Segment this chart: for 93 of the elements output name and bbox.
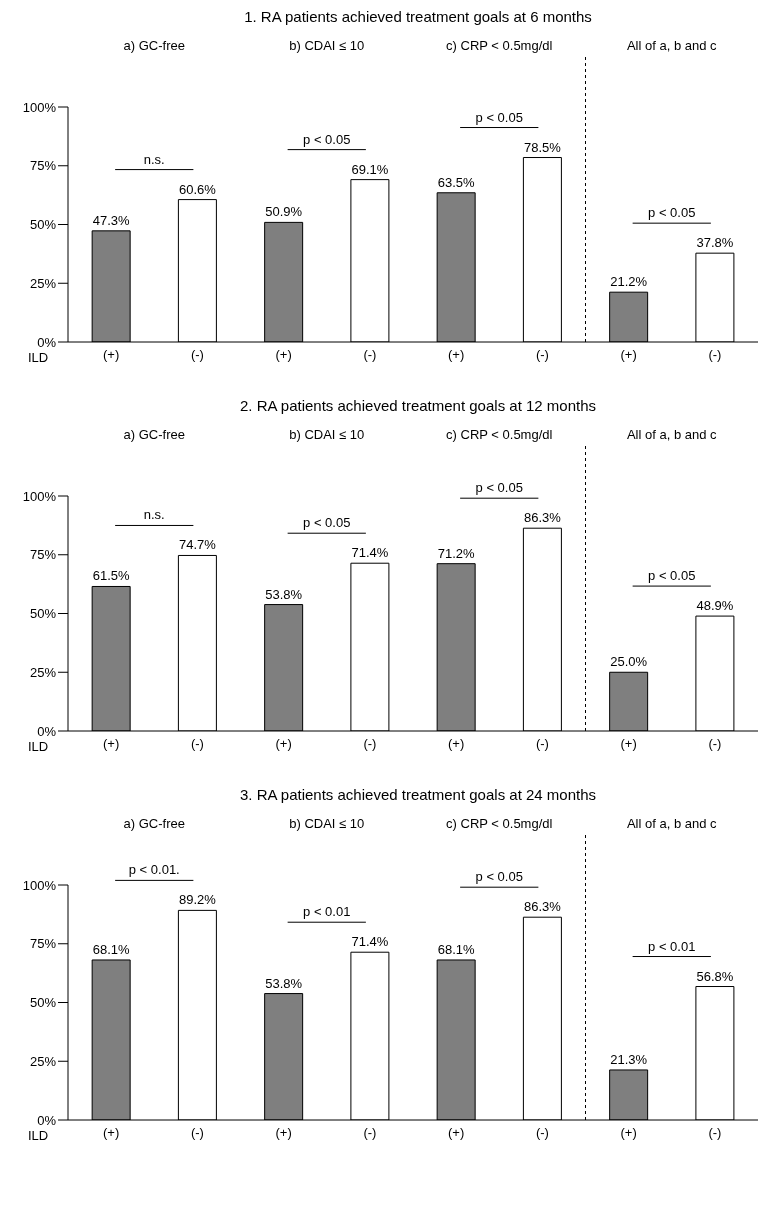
y-tick-label: 0% (37, 334, 57, 350)
text: p < 0.01. (128, 862, 180, 878)
x-tick-label: (-) (535, 736, 549, 752)
data-label: 21.2% (610, 274, 648, 290)
x-tick-label: (+) (620, 347, 637, 363)
y-tick-label: 50% (29, 217, 57, 233)
annotation: n.s. (143, 507, 165, 523)
data-label: 89.2% (178, 892, 217, 908)
y-tick-label: 25% (29, 275, 57, 291)
data-label: 71.2% (437, 545, 476, 561)
x-tick-label: (-) (535, 347, 549, 363)
data-label: 60.6% (178, 181, 217, 197)
text: c) CRP < 0.5mg/dl (446, 427, 553, 442)
chart-title: 3. RA patients achieved treatment goals at 24 months (238, 786, 597, 805)
x-tick-label: (-) (363, 347, 377, 363)
text: b) CDAI ≤ 10 (289, 38, 365, 53)
data-label: 47.3% (92, 212, 131, 228)
data-label: 48.9% (696, 598, 734, 614)
annotation: p < 0.01 (648, 938, 696, 954)
y-tick-label: 75% (29, 936, 57, 952)
annotation: p < 0.05 (648, 205, 696, 221)
data-label: 53.8% (265, 586, 303, 602)
x-tick-label: (+) (275, 347, 292, 363)
x-tick-label: (+) (103, 736, 120, 752)
x-tick-label: (-) (190, 736, 204, 752)
y-tick-label: 100% (22, 488, 57, 504)
data-label: 86.3% (523, 899, 562, 915)
data-label: 21.3% (610, 1051, 648, 1067)
y-tick-label: 75% (29, 547, 57, 563)
text: All of a, b and c (626, 427, 718, 442)
x-tick-label: (+) (620, 1125, 637, 1141)
text: c) CRP < 0.5mg/dl (446, 816, 553, 831)
data-label: 74.7% (178, 537, 217, 553)
x-tick-label: (-) (708, 347, 722, 363)
x-tick-label: (-) (190, 1125, 204, 1141)
annotation: p < 0.05 (475, 109, 523, 125)
data-label: 53.8% (265, 975, 303, 991)
text: a) GC-free (123, 816, 185, 831)
x-tick-label: (+) (275, 1125, 292, 1141)
x-tick-label: (+) (448, 736, 465, 752)
data-label: 61.5% (92, 568, 131, 584)
text: All of a, b and c (626, 816, 718, 831)
chart-title: 1. RA patients achieved treatment goals at 6 months (243, 8, 593, 27)
text: b) CDAI ≤ 10 (289, 816, 365, 831)
text: a) GC-free (123, 38, 185, 53)
x-tick-label: (-) (363, 1125, 377, 1141)
data-label: 86.3% (523, 510, 562, 526)
data-label: 68.1% (92, 941, 131, 957)
annotation: n.s. (143, 151, 165, 167)
data-label: 63.5% (437, 174, 476, 190)
x-tick-label: (-) (708, 1125, 722, 1141)
data-label: 71.4% (351, 545, 389, 561)
text: a) GC-free (123, 427, 185, 442)
y-tick-label: 50% (29, 606, 57, 622)
x-axis-title: ILD (28, 1128, 49, 1143)
x-tick-label: (+) (275, 736, 292, 752)
data-label: 68.1% (437, 941, 476, 957)
annotation: p < 0.01 (303, 904, 351, 920)
x-tick-label: (-) (190, 347, 204, 363)
x-tick-label: (+) (448, 347, 465, 363)
y-tick-label: 100% (22, 99, 57, 115)
y-tick-label: 0% (37, 723, 57, 739)
x-axis-title: ILD (28, 739, 49, 754)
y-tick-label: 0% (37, 1112, 57, 1128)
text: p < 0.05 (475, 480, 523, 496)
text: b) CDAI ≤ 10 (289, 427, 365, 442)
data-label: 78.5% (523, 139, 562, 155)
data-label: 71.4% (351, 934, 389, 950)
chart-title: 2. RA patients achieved treatment goals at 12 months (238, 397, 597, 416)
text: All of a, b and c (626, 38, 718, 53)
data-label: 50.9% (265, 204, 303, 220)
x-axis-title: ILD (28, 350, 49, 365)
x-tick-label: (+) (103, 347, 120, 363)
annotation: p < 0.05 (648, 568, 696, 584)
x-tick-label: (-) (535, 1125, 549, 1141)
x-tick-label: (+) (103, 1125, 120, 1141)
annotation: p < 0.05 (303, 515, 351, 531)
x-tick-label: (+) (448, 1125, 465, 1141)
y-tick-label: 25% (29, 664, 57, 680)
x-tick-label: (+) (620, 736, 637, 752)
annotation: p < 0.05 (303, 131, 351, 147)
data-label: 25.0% (610, 654, 648, 670)
y-tick-label: 50% (29, 995, 57, 1011)
data-label: 56.8% (696, 968, 734, 984)
x-tick-label: (-) (363, 736, 377, 752)
x-tick-label: (-) (708, 736, 722, 752)
y-tick-label: 100% (22, 877, 57, 893)
data-label: 37.8% (696, 235, 734, 251)
data-label: 69.1% (351, 161, 389, 177)
y-tick-label: 25% (29, 1053, 57, 1069)
y-tick-label: 75% (29, 158, 57, 174)
text: p < 0.05 (475, 869, 523, 885)
text: c) CRP < 0.5mg/dl (446, 38, 553, 53)
